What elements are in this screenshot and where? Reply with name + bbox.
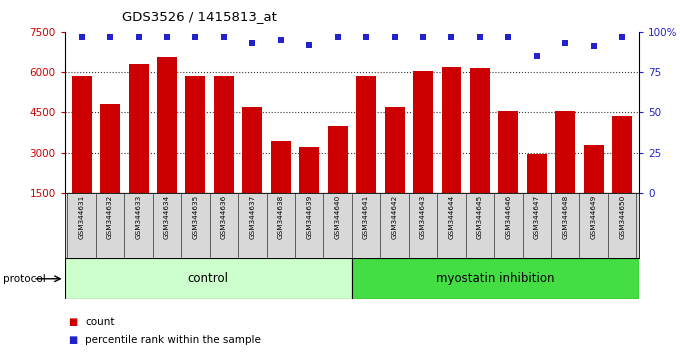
Text: GSM344632: GSM344632 — [107, 195, 113, 239]
Text: GSM344638: GSM344638 — [278, 195, 284, 239]
Point — [588, 44, 599, 49]
Text: ■: ■ — [68, 335, 78, 345]
Point — [560, 40, 571, 46]
Bar — [214, 76, 234, 193]
Text: GDS3526 / 1415813_at: GDS3526 / 1415813_at — [122, 10, 277, 23]
Bar — [441, 67, 462, 193]
Bar — [100, 104, 120, 193]
Text: GSM344635: GSM344635 — [192, 195, 199, 239]
Bar — [242, 107, 262, 193]
Point — [76, 34, 87, 40]
Bar — [328, 126, 347, 193]
Text: GSM344637: GSM344637 — [250, 195, 256, 239]
Text: GSM344648: GSM344648 — [562, 195, 568, 239]
Text: GSM344633: GSM344633 — [135, 195, 141, 239]
Text: GSM344641: GSM344641 — [363, 195, 369, 239]
Bar — [271, 141, 291, 193]
Point — [105, 34, 116, 40]
Point — [218, 34, 229, 40]
Text: GSM344631: GSM344631 — [79, 195, 85, 239]
Bar — [157, 57, 177, 193]
Bar — [352, 258, 639, 299]
Text: GSM344640: GSM344640 — [335, 195, 341, 239]
Bar — [413, 71, 433, 193]
Text: GSM344644: GSM344644 — [448, 195, 454, 239]
Point — [418, 34, 428, 40]
Point — [162, 34, 173, 40]
Bar — [299, 147, 319, 193]
Text: ■: ■ — [68, 317, 78, 327]
Text: GSM344647: GSM344647 — [534, 195, 540, 239]
Text: GSM344636: GSM344636 — [221, 195, 227, 239]
Bar — [129, 64, 148, 193]
Point — [475, 34, 486, 40]
Bar — [498, 111, 518, 193]
Text: GSM344645: GSM344645 — [477, 195, 483, 239]
Text: GSM344646: GSM344646 — [505, 195, 511, 239]
Text: myostatin inhibition: myostatin inhibition — [437, 272, 555, 285]
Text: GSM344650: GSM344650 — [619, 195, 625, 239]
Text: percentile rank within the sample: percentile rank within the sample — [85, 335, 261, 345]
Text: GSM344649: GSM344649 — [591, 195, 596, 239]
Point — [304, 42, 315, 47]
Bar — [71, 76, 92, 193]
Point — [275, 37, 286, 43]
Bar — [186, 76, 205, 193]
Bar — [583, 144, 604, 193]
Point — [389, 34, 400, 40]
Text: GSM344639: GSM344639 — [306, 195, 312, 239]
Text: count: count — [85, 317, 114, 327]
Point — [247, 40, 258, 46]
Point — [190, 34, 201, 40]
Bar — [65, 258, 352, 299]
Point — [360, 34, 371, 40]
Text: protocol: protocol — [3, 274, 46, 284]
Point — [133, 34, 144, 40]
Bar — [612, 116, 632, 193]
Point — [531, 53, 542, 59]
Bar — [385, 107, 405, 193]
Bar — [556, 111, 575, 193]
Text: GSM344642: GSM344642 — [392, 195, 398, 239]
Text: control: control — [188, 272, 228, 285]
Bar — [470, 68, 490, 193]
Point — [446, 34, 457, 40]
Bar — [356, 76, 376, 193]
Point — [333, 34, 343, 40]
Point — [617, 34, 628, 40]
Text: GSM344634: GSM344634 — [164, 195, 170, 239]
Text: GSM344643: GSM344643 — [420, 195, 426, 239]
Bar — [527, 154, 547, 193]
Point — [503, 34, 514, 40]
